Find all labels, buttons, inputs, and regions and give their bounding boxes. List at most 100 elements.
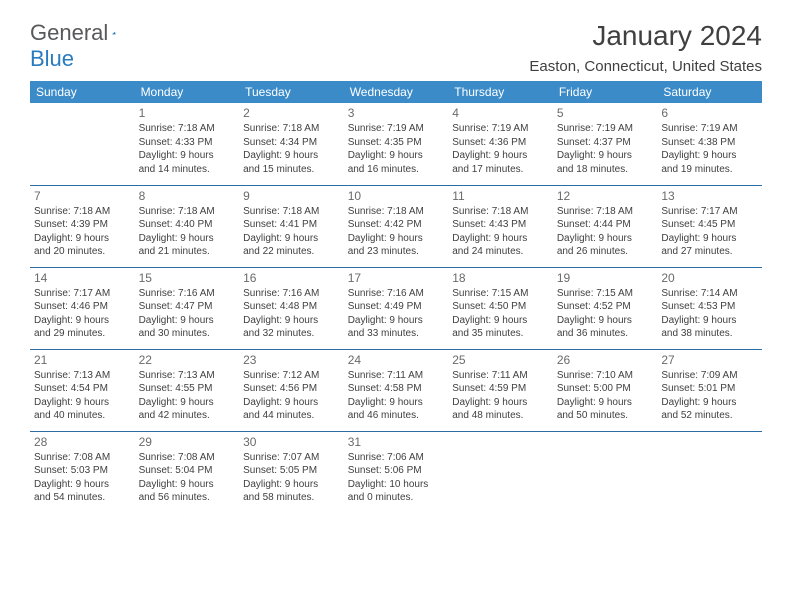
daylight-text: and 20 minutes. — [34, 245, 131, 259]
sunrise-text: Sunrise: 7:11 AM — [348, 369, 445, 383]
day-number: 11 — [452, 188, 549, 204]
calendar-cell: 21Sunrise: 7:13 AMSunset: 4:54 PMDayligh… — [30, 349, 135, 431]
daylight-text: and 36 minutes. — [557, 327, 654, 341]
daylight-text: Daylight: 9 hours — [243, 232, 340, 246]
sunrise-text: Sunrise: 7:15 AM — [557, 287, 654, 301]
sunset-text: Sunset: 4:58 PM — [348, 382, 445, 396]
daylight-text: and 16 minutes. — [348, 163, 445, 177]
logo-sail-icon — [112, 25, 116, 41]
calendar-cell: 11Sunrise: 7:18 AMSunset: 4:43 PMDayligh… — [448, 185, 553, 267]
day-number: 31 — [348, 434, 445, 450]
sunset-text: Sunset: 4:38 PM — [661, 136, 758, 150]
daylight-text: Daylight: 9 hours — [139, 396, 236, 410]
calendar-cell: 28Sunrise: 7:08 AMSunset: 5:03 PMDayligh… — [30, 431, 135, 513]
day-number: 9 — [243, 188, 340, 204]
sunset-text: Sunset: 4:50 PM — [452, 300, 549, 314]
sunrise-text: Sunrise: 7:19 AM — [557, 122, 654, 136]
sunrise-text: Sunrise: 7:19 AM — [661, 122, 758, 136]
day-header: Monday — [135, 81, 240, 103]
day-header: Saturday — [657, 81, 762, 103]
daylight-text: Daylight: 9 hours — [661, 396, 758, 410]
calendar-cell — [553, 431, 658, 513]
calendar-week-row: 21Sunrise: 7:13 AMSunset: 4:54 PMDayligh… — [30, 349, 762, 431]
day-number: 4 — [452, 105, 549, 121]
day-number: 2 — [243, 105, 340, 121]
daylight-text: and 48 minutes. — [452, 409, 549, 423]
sunset-text: Sunset: 4:36 PM — [452, 136, 549, 150]
day-number: 7 — [34, 188, 131, 204]
calendar-cell: 9Sunrise: 7:18 AMSunset: 4:41 PMDaylight… — [239, 185, 344, 267]
sunrise-text: Sunrise: 7:13 AM — [34, 369, 131, 383]
daylight-text: Daylight: 9 hours — [243, 149, 340, 163]
sunset-text: Sunset: 4:37 PM — [557, 136, 654, 150]
daylight-text: Daylight: 9 hours — [348, 149, 445, 163]
sunset-text: Sunset: 5:00 PM — [557, 382, 654, 396]
calendar-cell: 25Sunrise: 7:11 AMSunset: 4:59 PMDayligh… — [448, 349, 553, 431]
calendar-cell: 2Sunrise: 7:18 AMSunset: 4:34 PMDaylight… — [239, 103, 344, 185]
sunset-text: Sunset: 4:34 PM — [243, 136, 340, 150]
day-number: 28 — [34, 434, 131, 450]
sunrise-text: Sunrise: 7:18 AM — [243, 205, 340, 219]
sunrise-text: Sunrise: 7:11 AM — [452, 369, 549, 383]
daylight-text: and 21 minutes. — [139, 245, 236, 259]
sunrise-text: Sunrise: 7:08 AM — [139, 451, 236, 465]
day-number: 26 — [557, 352, 654, 368]
calendar-week-row: 14Sunrise: 7:17 AMSunset: 4:46 PMDayligh… — [30, 267, 762, 349]
sunset-text: Sunset: 4:45 PM — [661, 218, 758, 232]
daylight-text: Daylight: 9 hours — [557, 314, 654, 328]
daylight-text: Daylight: 9 hours — [452, 149, 549, 163]
daylight-text: Daylight: 9 hours — [557, 396, 654, 410]
day-number: 20 — [661, 270, 758, 286]
day-number: 22 — [139, 352, 236, 368]
daylight-text: and 54 minutes. — [34, 491, 131, 505]
sunset-text: Sunset: 4:42 PM — [348, 218, 445, 232]
daylight-text: Daylight: 10 hours — [348, 478, 445, 492]
sunrise-text: Sunrise: 7:17 AM — [661, 205, 758, 219]
calendar-cell: 1Sunrise: 7:18 AMSunset: 4:33 PMDaylight… — [135, 103, 240, 185]
sunrise-text: Sunrise: 7:18 AM — [243, 122, 340, 136]
daylight-text: and 26 minutes. — [557, 245, 654, 259]
day-number: 12 — [557, 188, 654, 204]
day-number: 8 — [139, 188, 236, 204]
calendar-cell: 3Sunrise: 7:19 AMSunset: 4:35 PMDaylight… — [344, 103, 449, 185]
daylight-text: Daylight: 9 hours — [139, 149, 236, 163]
day-number: 10 — [348, 188, 445, 204]
sunset-text: Sunset: 5:06 PM — [348, 464, 445, 478]
sunrise-text: Sunrise: 7:18 AM — [348, 205, 445, 219]
calendar-cell: 29Sunrise: 7:08 AMSunset: 5:04 PMDayligh… — [135, 431, 240, 513]
sunrise-text: Sunrise: 7:18 AM — [452, 205, 549, 219]
sunset-text: Sunset: 4:44 PM — [557, 218, 654, 232]
daylight-text: and 23 minutes. — [348, 245, 445, 259]
daylight-text: Daylight: 9 hours — [452, 396, 549, 410]
day-number: 24 — [348, 352, 445, 368]
sunrise-text: Sunrise: 7:17 AM — [34, 287, 131, 301]
daylight-text: and 22 minutes. — [243, 245, 340, 259]
daylight-text: and 27 minutes. — [661, 245, 758, 259]
sunrise-text: Sunrise: 7:12 AM — [243, 369, 340, 383]
daylight-text: Daylight: 9 hours — [34, 314, 131, 328]
sunrise-text: Sunrise: 7:16 AM — [139, 287, 236, 301]
daylight-text: and 18 minutes. — [557, 163, 654, 177]
sunset-text: Sunset: 5:03 PM — [34, 464, 131, 478]
daylight-text: and 56 minutes. — [139, 491, 236, 505]
daylight-text: Daylight: 9 hours — [348, 396, 445, 410]
daylight-text: Daylight: 9 hours — [139, 232, 236, 246]
sunset-text: Sunset: 5:05 PM — [243, 464, 340, 478]
sunset-text: Sunset: 4:43 PM — [452, 218, 549, 232]
calendar-cell: 4Sunrise: 7:19 AMSunset: 4:36 PMDaylight… — [448, 103, 553, 185]
day-number: 25 — [452, 352, 549, 368]
sunset-text: Sunset: 4:54 PM — [34, 382, 131, 396]
sunrise-text: Sunrise: 7:15 AM — [452, 287, 549, 301]
daylight-text: Daylight: 9 hours — [139, 478, 236, 492]
sunrise-text: Sunrise: 7:18 AM — [139, 122, 236, 136]
calendar-cell: 10Sunrise: 7:18 AMSunset: 4:42 PMDayligh… — [344, 185, 449, 267]
sunrise-text: Sunrise: 7:06 AM — [348, 451, 445, 465]
calendar-cell: 13Sunrise: 7:17 AMSunset: 4:45 PMDayligh… — [657, 185, 762, 267]
day-number: 29 — [139, 434, 236, 450]
daylight-text: and 42 minutes. — [139, 409, 236, 423]
page-header: General January 2024 Easton, Connecticut… — [30, 20, 762, 75]
daylight-text: and 15 minutes. — [243, 163, 340, 177]
day-header: Thursday — [448, 81, 553, 103]
daylight-text: Daylight: 9 hours — [557, 149, 654, 163]
logo-text-blue: Blue — [30, 46, 74, 71]
